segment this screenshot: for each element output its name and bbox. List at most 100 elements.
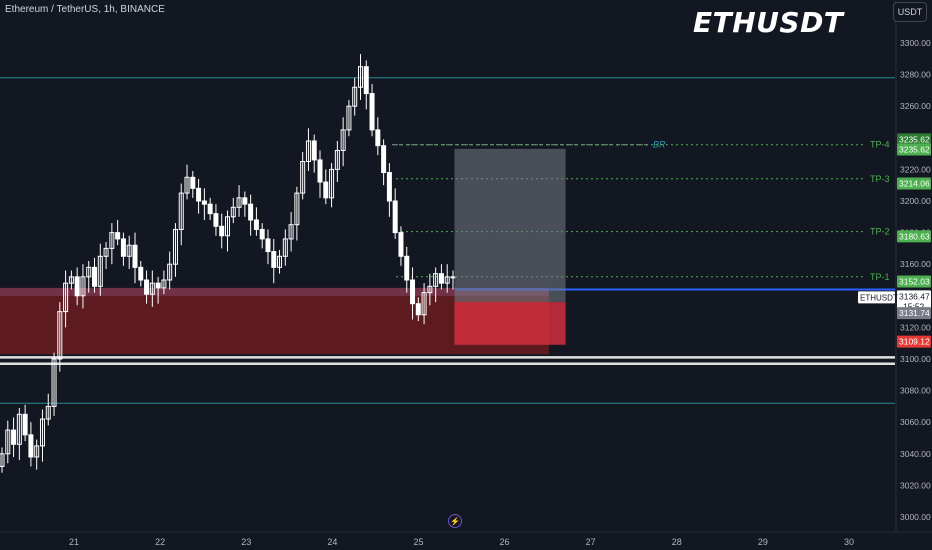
candle-body — [172, 228, 178, 265]
candle-body — [357, 66, 363, 88]
candle-body — [80, 276, 86, 297]
tp-badge: 3214.06 — [899, 179, 930, 189]
y-tick-label: 3220.00 — [900, 164, 931, 174]
candle-body — [375, 129, 381, 147]
candle-body — [242, 197, 248, 205]
candle-body — [236, 197, 242, 208]
candle-body — [282, 238, 288, 257]
candle-body — [392, 200, 398, 234]
candle-body — [305, 140, 311, 163]
zone-top-band — [0, 287, 549, 296]
tp-badge-bg — [897, 230, 931, 243]
candle-body — [363, 66, 369, 95]
tp-label: TP-3 — [870, 174, 890, 184]
tp-label: TP-4 — [870, 140, 890, 150]
candle-body — [230, 206, 236, 218]
candle-body — [207, 203, 213, 215]
x-tick-label: 24 — [327, 537, 337, 547]
candle-body — [427, 285, 433, 294]
candle-body — [213, 213, 219, 227]
candle-body — [57, 311, 63, 360]
candle-body — [28, 434, 34, 458]
br-badge-bg — [897, 133, 931, 146]
y-tick-label: 3020.00 — [900, 480, 931, 490]
candle-body — [109, 232, 115, 249]
tp-badge: 3180.63 — [899, 231, 930, 241]
x-tick-label: 22 — [155, 537, 165, 547]
y-tick-label: 3040.00 — [900, 449, 931, 459]
candle-body — [404, 255, 410, 281]
candle-body — [334, 149, 340, 170]
candle-body — [317, 159, 323, 183]
candle-body — [97, 255, 103, 287]
candle-body — [178, 192, 184, 230]
candle-body — [421, 292, 427, 316]
candle-body — [138, 266, 144, 281]
candle-body — [294, 192, 300, 226]
candle-body — [277, 255, 283, 268]
candle-body — [265, 238, 271, 253]
tp-badge-bg — [897, 143, 931, 156]
candle-body — [346, 105, 352, 131]
current-price: 3136.47 — [899, 291, 930, 301]
y-tick-label: 3160.00 — [900, 259, 931, 269]
entry-badge-bg — [897, 307, 931, 320]
candle-body — [74, 276, 80, 297]
stop-badge: 3109.12 — [899, 337, 930, 347]
candle-body — [16, 413, 22, 445]
tp-label: TP-2 — [870, 227, 890, 237]
candle-body — [161, 279, 167, 289]
tp-badge-bg — [897, 275, 931, 288]
x-tick-label: 28 — [672, 537, 682, 547]
candle-body — [144, 279, 150, 295]
bolt-icon[interactable]: ⚡ — [448, 514, 462, 528]
candle-body — [103, 247, 109, 257]
candle-body — [167, 263, 173, 281]
candle-body — [415, 303, 421, 316]
x-tick-label: 25 — [413, 537, 423, 547]
y-tick-label: 3100.00 — [900, 354, 931, 364]
candle-body — [259, 228, 265, 240]
candle-body — [184, 176, 190, 194]
candle-body — [68, 276, 74, 284]
symbol-badge-bg — [858, 291, 895, 304]
position-stop-zone — [454, 302, 566, 345]
candle-body — [450, 276, 456, 279]
candle-body — [253, 219, 259, 230]
candle-body — [340, 129, 346, 151]
candle-body — [369, 93, 375, 131]
candle-body — [201, 200, 207, 205]
candle-body — [5, 429, 11, 455]
candle-body — [86, 266, 92, 278]
y-tick-label: 3080.00 — [900, 386, 931, 396]
candle-body — [155, 282, 161, 289]
candle-body — [271, 251, 277, 268]
candle-body — [248, 203, 254, 221]
stop-badge-bg — [897, 335, 931, 348]
candle-body — [352, 86, 358, 107]
currency-button[interactable]: USDT — [893, 2, 927, 22]
x-tick-label: 26 — [500, 537, 510, 547]
candle-body — [63, 282, 69, 313]
candle-body — [39, 418, 45, 447]
candle-body — [51, 358, 57, 407]
candle-body — [34, 445, 40, 458]
tp-badge: 3152.03 — [899, 277, 930, 287]
symbol-badge: ETHUSDT — [860, 293, 898, 302]
y-tick-label: 3000.00 — [900, 512, 931, 522]
candle-body — [22, 413, 28, 436]
candle-body — [196, 187, 202, 202]
tp-badge: 3235.62 — [899, 144, 930, 154]
countdown: 15:52 — [903, 301, 925, 311]
candle-body — [45, 405, 51, 420]
candle-body — [120, 238, 126, 257]
br-badge: 3235.62 — [899, 134, 930, 144]
candle-body — [288, 224, 294, 240]
candle-body — [149, 282, 155, 295]
y-tick-label: 3300.00 — [900, 38, 931, 48]
candle-body — [0, 453, 5, 467]
candle-body — [311, 140, 317, 161]
candle-body — [300, 161, 306, 194]
x-tick-label: 30 — [844, 537, 854, 547]
